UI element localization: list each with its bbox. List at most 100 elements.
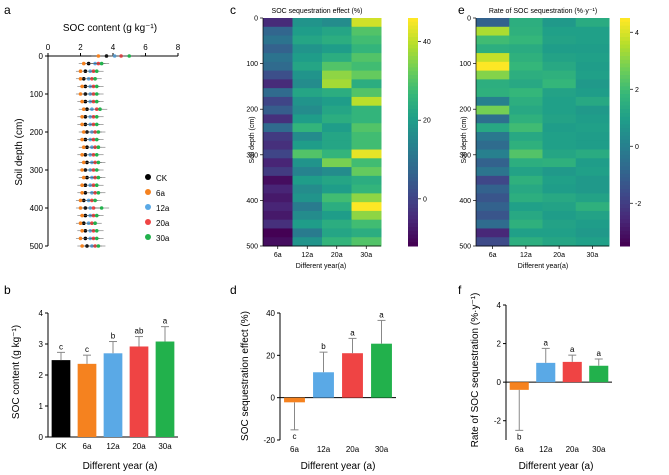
- panel-e-cell: [575, 140, 610, 151]
- panel-a-point: [80, 168, 84, 172]
- panel-a-point: [96, 160, 101, 165]
- panel-a-point: [80, 229, 84, 233]
- panel-c-cell: [351, 228, 382, 238]
- panel-e-colorbar-step: [620, 204, 630, 209]
- panel-b-ytick-label: 0: [39, 433, 44, 442]
- panel-e-colorbar-step: [620, 181, 630, 186]
- panel-e-cell: [476, 167, 510, 177]
- panel-c-cell: [322, 202, 352, 212]
- panel-c-colorbar-step: [408, 40, 418, 46]
- panel-e-cell: [476, 158, 510, 168]
- panel-e-cell: [542, 44, 577, 54]
- panel-e-colorbar-step: [620, 18, 630, 23]
- panel-e-colorbar-step: [620, 158, 630, 163]
- panel-e-cell: [476, 184, 510, 194]
- panel-c-ytick-label: 300: [246, 152, 258, 159]
- panel-e-cell: [509, 61, 543, 72]
- panel-a-legend-marker: [145, 234, 151, 240]
- panel-a-point: [80, 115, 84, 119]
- panel-e-cell: [575, 114, 610, 124]
- panel-c-colorbar-step: [408, 200, 418, 205]
- panel-e-colorbar-step: [620, 234, 630, 239]
- panel-c-colorbar-step: [408, 158, 418, 163]
- panel-e-colorbar-step: [620, 143, 630, 148]
- panel-d-xtick-label: 30a: [375, 445, 389, 454]
- panel-f-ytick-label: 4: [497, 301, 502, 310]
- panel-e-colorbar-step: [620, 230, 630, 236]
- panel-e-xtick-label: 12a: [520, 252, 532, 259]
- panel-e-colorbar-step: [620, 48, 630, 53]
- panel-e-cell: [542, 149, 577, 159]
- panel-c-xtick-label: 20a: [331, 252, 343, 259]
- panel-a-point: [80, 183, 84, 187]
- panel-e-colorbar-step: [620, 211, 630, 217]
- panel-b-sig-letter: ab: [135, 327, 144, 336]
- panel-e-cell: [575, 123, 610, 133]
- panel-a-point: [94, 99, 99, 104]
- panel-c-colorbar-step: [408, 21, 418, 27]
- panel-c-colorbar-step: [408, 59, 418, 65]
- panel-f-sig-letter: b: [517, 432, 522, 441]
- panel-c-cell: [351, 184, 382, 194]
- panel-a-point: [78, 92, 83, 96]
- panel-c-colorbar-step: [408, 78, 418, 84]
- panel-c-cell: [292, 105, 323, 115]
- panel-e-colorbar-step: [620, 25, 630, 30]
- panel-c-cell: [292, 219, 323, 229]
- panel-letter-b: b: [4, 283, 11, 297]
- panel-e-cell: [575, 88, 610, 98]
- panel-b-sig-letter: c: [85, 345, 89, 354]
- panel-e-cell: [476, 70, 510, 80]
- panel-e-colorbar: 4 2 0 -2: [620, 18, 641, 247]
- panel-d-sig-letter: a: [350, 328, 355, 337]
- panel-c-cell: [292, 61, 323, 72]
- panel-e-title: Rate of SOC sequestration (%·y⁻¹): [489, 8, 597, 15]
- panel-a-point: [80, 137, 84, 142]
- panel-c-cell: [292, 53, 323, 63]
- panel-f-bar: [589, 365, 609, 383]
- panel-e-cell: [575, 158, 610, 168]
- panel-letter-c: c: [230, 3, 236, 17]
- panel-e-colorbar-step: [620, 200, 630, 205]
- panel-c-cell: [263, 132, 293, 142]
- panel-a-legend-marker: [145, 189, 151, 195]
- panel-c-colorbar: 40 20 0: [408, 18, 431, 247]
- panel-e-colorbar-step: [620, 52, 630, 57]
- panel-e-cell: [476, 140, 510, 151]
- panel-e-colorbar-step: [620, 185, 630, 190]
- panel-e-cell: [542, 114, 577, 124]
- panel-a-point: [98, 107, 102, 111]
- panel-a-point: [96, 130, 101, 134]
- panel-a-legend-label: 30a: [156, 234, 170, 243]
- panel-c-cell: [351, 123, 382, 133]
- panel-e-cell: [575, 96, 610, 107]
- panel-e-colorbar-step: [620, 177, 630, 182]
- panel-b-bar-chart: SOC content (g kg⁻¹) Different year (a) …: [11, 309, 178, 472]
- panel-e-cell: [509, 149, 543, 159]
- panel-e-cell: [476, 26, 510, 37]
- panel-a-ytick-label: 400: [30, 204, 44, 213]
- panel-b-sig-letter: a: [163, 317, 168, 326]
- panel-b-ytick-label: 1: [39, 402, 44, 411]
- panel-e-cell: [509, 175, 543, 186]
- panel-a-legend-label: 6a: [156, 189, 165, 198]
- panel-a-point: [78, 206, 83, 210]
- panel-c-cell: [322, 70, 352, 80]
- panel-a-point: [99, 61, 104, 66]
- panel-d-sig-letter: a: [379, 310, 384, 319]
- panel-e-cell: [476, 61, 510, 72]
- panel-a-point: [81, 130, 86, 134]
- panel-e-cell: [575, 175, 610, 186]
- panel-a-point: [93, 198, 97, 203]
- panel-e-ytick-label: 0: [467, 16, 471, 23]
- panel-c-colorbar-step: [408, 71, 418, 76]
- panel-a-point: [80, 153, 84, 157]
- panel-c-cell: [322, 149, 352, 159]
- panel-a-legend-label: 20a: [156, 219, 170, 228]
- panel-e-colorbar-label: 2: [635, 87, 639, 94]
- panel-f-ytick-label: -2: [494, 417, 502, 426]
- panel-a-legend: CK 6a 12a 20a 30a: [145, 174, 170, 243]
- panel-c-cell: [263, 158, 293, 168]
- panel-c-cell: [351, 237, 382, 247]
- panel-e-cell: [575, 26, 610, 37]
